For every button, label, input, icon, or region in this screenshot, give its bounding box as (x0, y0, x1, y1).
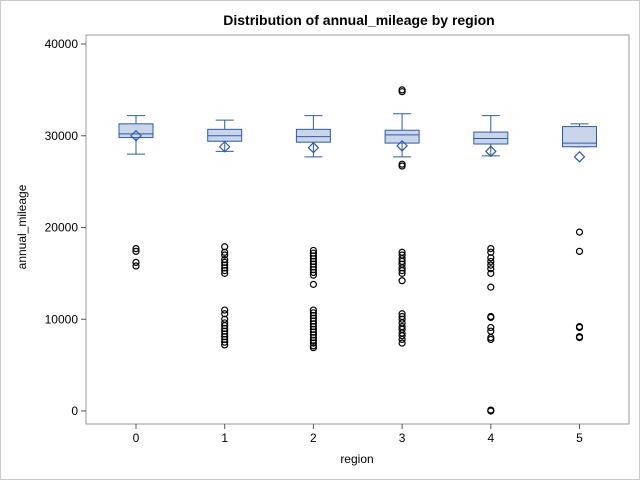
y-tick-label: 10000 (45, 312, 79, 326)
box-group-region-2 (295, 115, 331, 352)
outlier-point (221, 248, 229, 256)
mean-marker (396, 139, 408, 152)
outlier-point (221, 306, 229, 314)
outlier-point (398, 267, 406, 275)
mean-marker (573, 151, 586, 163)
outlier-point (132, 262, 140, 270)
outlier-point (309, 268, 317, 277)
x-tick-label: 1 (221, 431, 228, 445)
outlier-point (398, 88, 406, 96)
x-tick-label: 5 (576, 431, 583, 445)
outlier-point (487, 245, 495, 253)
y-tick-label: 30000 (45, 129, 79, 143)
outlier-point (398, 277, 406, 285)
x-tick-label: 3 (399, 431, 406, 445)
outlier-point (309, 280, 317, 288)
x-tick-label: 0 (133, 431, 140, 445)
box-plot-marks (118, 86, 597, 415)
outlier-point (221, 267, 229, 275)
outlier-point (398, 335, 406, 344)
outlier-point (487, 313, 495, 322)
outlier-point (132, 247, 140, 255)
box-group-region-4 (473, 115, 509, 415)
outlier-point (575, 334, 584, 342)
outlier-point (221, 338, 229, 346)
mean-marker (484, 145, 497, 158)
outlier-point (487, 327, 495, 335)
mean-marker (307, 141, 320, 154)
y-tick-label: 40000 (45, 37, 79, 51)
iqr-box (384, 129, 420, 144)
iqr-box (295, 128, 331, 143)
outlier-point (487, 283, 495, 291)
outlier-point (398, 339, 406, 347)
y-axis: 0 10000 20000 30000 40000 (45, 37, 86, 418)
outlier-point (487, 257, 495, 266)
outlier-point (221, 269, 229, 277)
outlier-point (487, 407, 495, 415)
outlier-point (221, 251, 229, 259)
outlier-point (309, 344, 317, 352)
x-axis: 0 1 2 3 4 5 (133, 424, 583, 445)
y-tick-label: 0 (71, 404, 78, 418)
iqr-box (562, 126, 597, 148)
x-tick-label: 4 (487, 431, 494, 445)
outlier-point (309, 339, 317, 347)
outlier-point (487, 323, 495, 332)
outlier-point (487, 265, 495, 273)
box-group-region-0 (118, 115, 154, 270)
y-tick-label: 20000 (45, 221, 79, 235)
outlier-point (487, 269, 495, 277)
box-group-region-1 (207, 119, 243, 349)
outlier-point (575, 323, 584, 332)
outlier-point (398, 269, 406, 277)
chart-title: Distribution of annual_mileage by region (223, 12, 494, 28)
mean-marker (218, 140, 231, 153)
mean-marker (130, 129, 142, 142)
outlier-point (398, 162, 406, 170)
box-group-region-5 (562, 123, 597, 342)
outlier-point (575, 228, 584, 236)
outlier-point (221, 341, 229, 349)
outlier-point (487, 261, 495, 269)
box-group-region-3 (384, 86, 420, 347)
outlier-point (487, 254, 495, 262)
outlier-point (487, 335, 495, 344)
outlier-point (132, 245, 140, 253)
outlier-point (575, 247, 584, 255)
outlier-point (132, 258, 140, 266)
y-axis-label: annual_mileage (15, 184, 29, 269)
outlier-point (398, 315, 406, 323)
x-axis-label: region (340, 452, 373, 466)
x-tick-label: 2 (310, 431, 317, 445)
outlier-point (309, 271, 317, 279)
outlier-point (398, 332, 406, 340)
plot-area (85, 34, 630, 425)
